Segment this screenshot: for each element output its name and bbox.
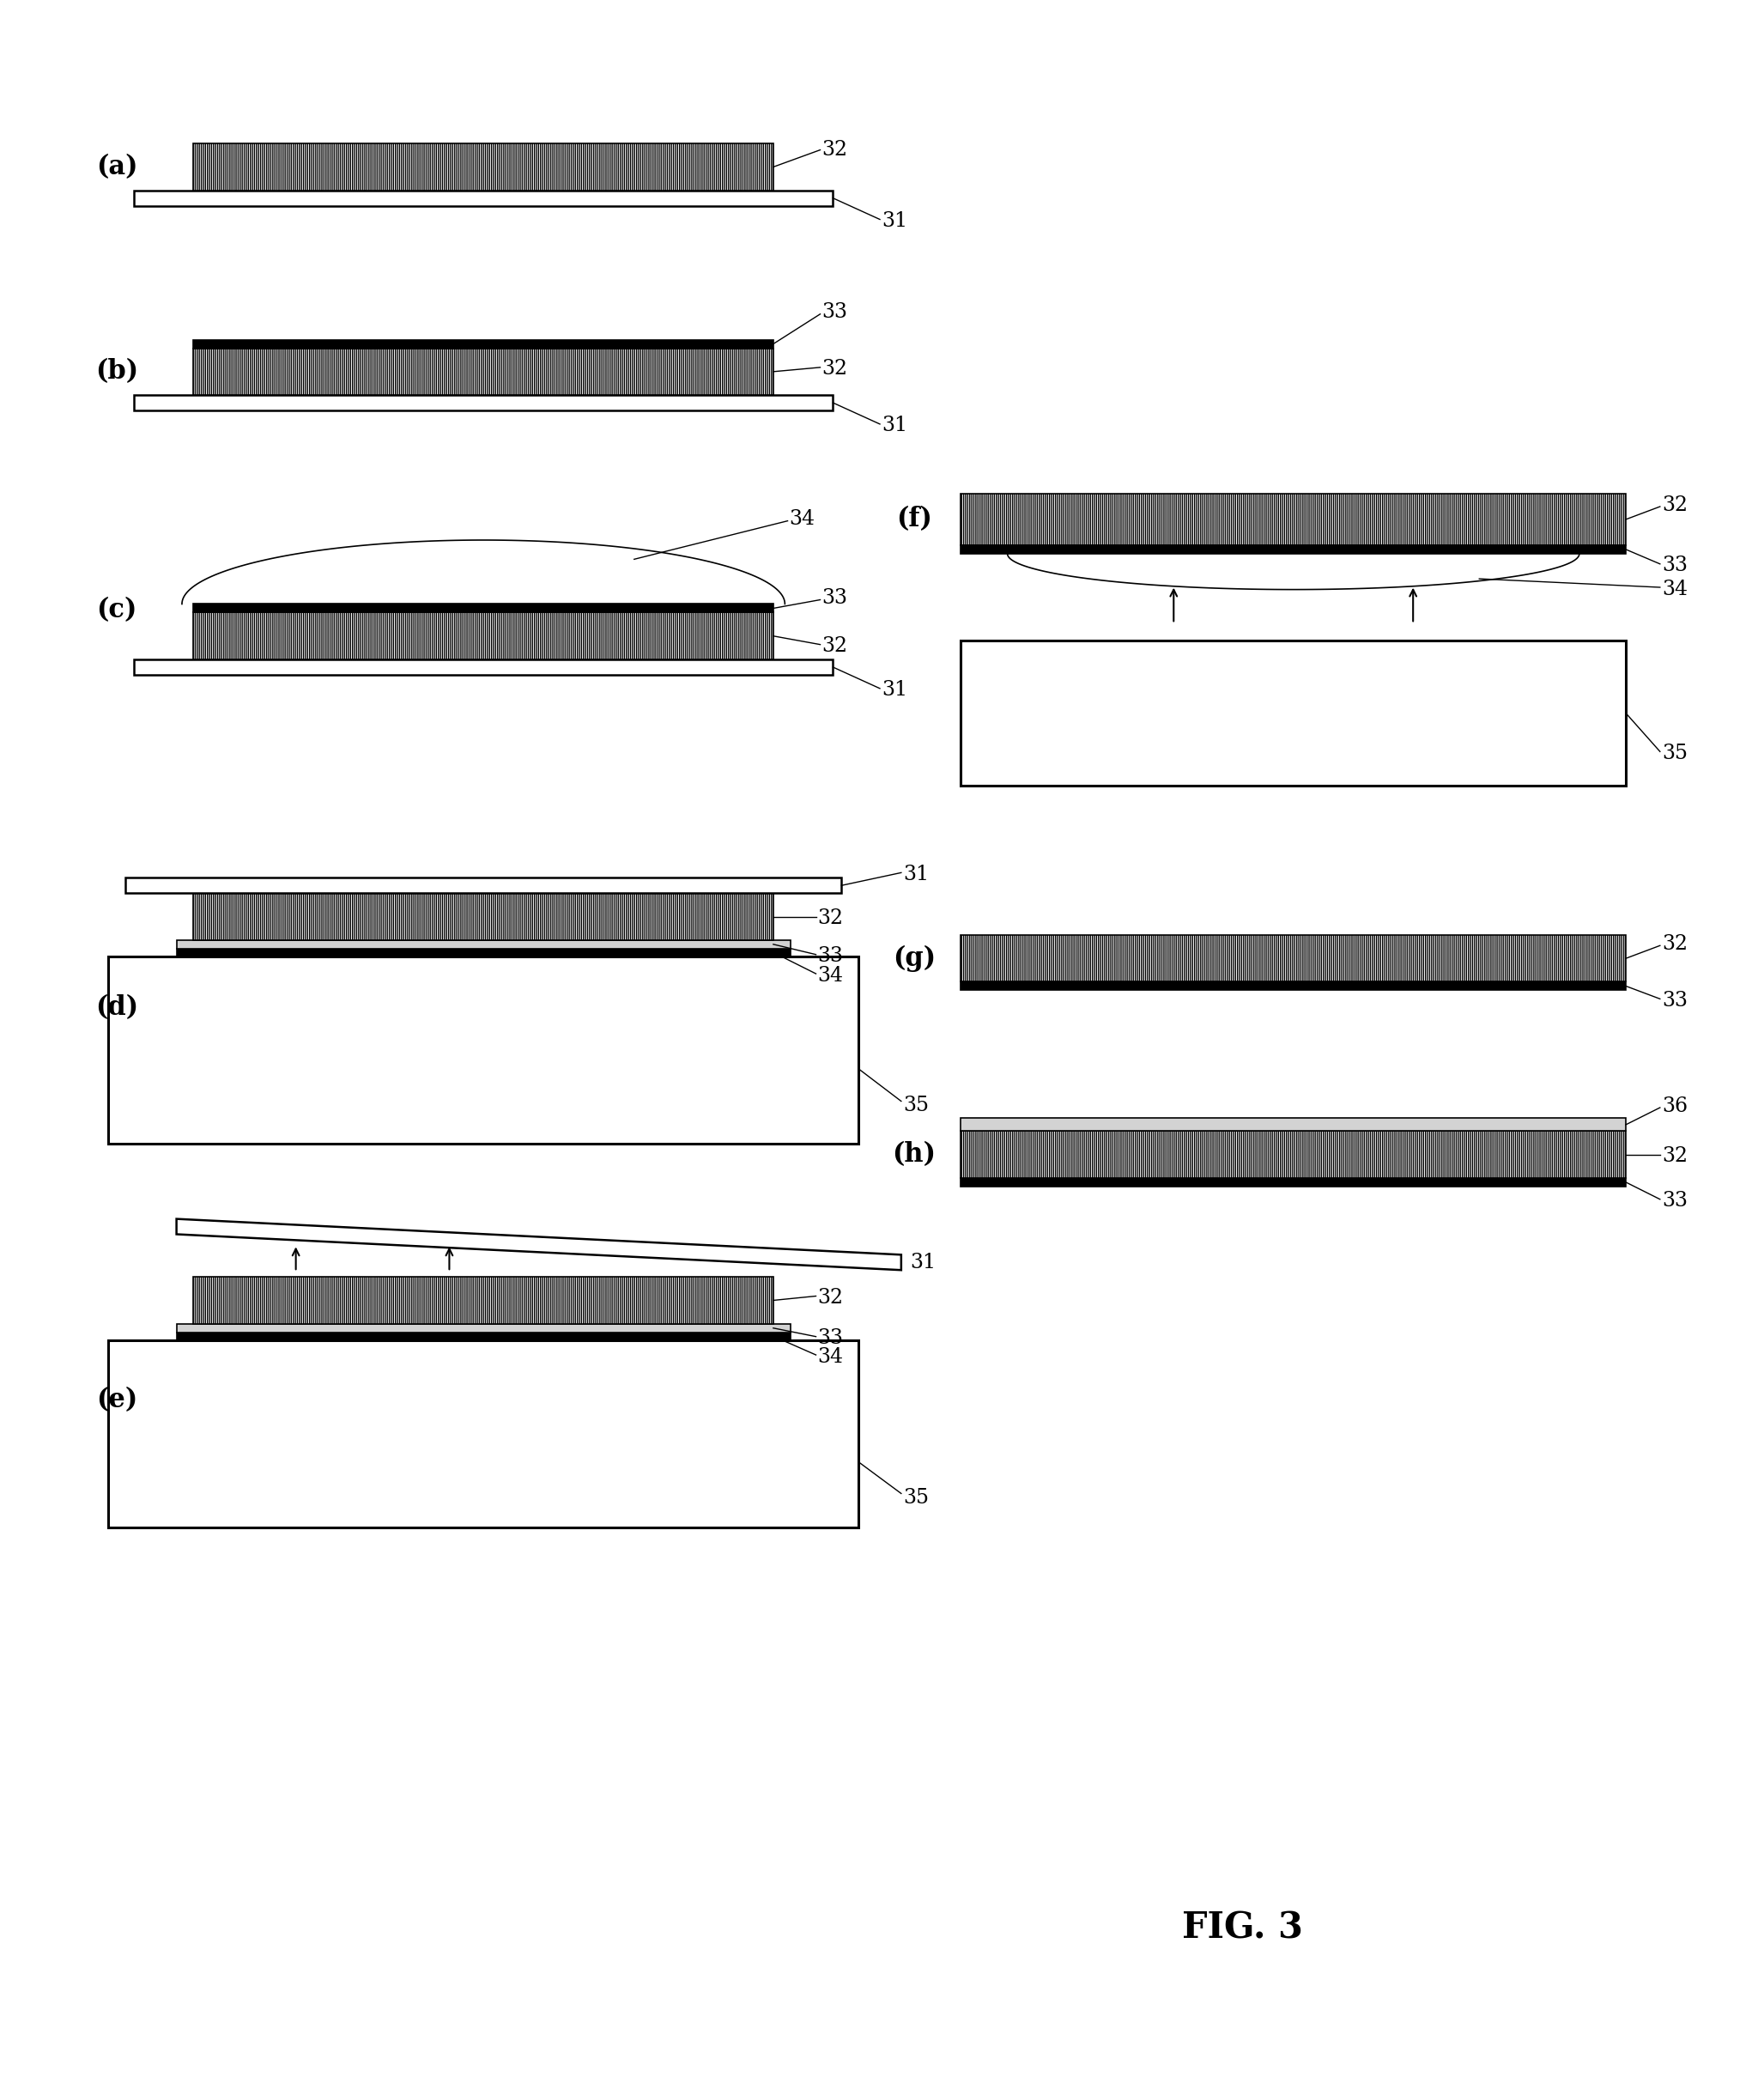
Text: 32: 32	[1662, 934, 1688, 955]
Text: 31: 31	[903, 865, 930, 884]
Text: 36: 36	[1662, 1097, 1688, 1116]
Text: (e): (e)	[95, 1387, 138, 1412]
Bar	[961, 1130, 1626, 1178]
Bar	[134, 190, 833, 205]
Text: 33: 33	[1662, 1191, 1688, 1212]
Text: 34: 34	[818, 1347, 843, 1366]
Text: 31: 31	[882, 681, 907, 700]
Text: (f): (f)	[896, 506, 931, 533]
Bar	[176, 1333, 790, 1339]
Bar	[194, 612, 773, 660]
Text: 32: 32	[818, 909, 843, 928]
Text: (c): (c)	[97, 597, 138, 625]
Bar	[961, 936, 1626, 982]
Polygon shape	[176, 1218, 901, 1270]
Bar	[108, 957, 859, 1145]
Text: (a): (a)	[95, 155, 138, 180]
Bar	[108, 1339, 859, 1527]
Bar	[961, 641, 1626, 785]
Text: FIG. 3: FIG. 3	[1182, 1911, 1302, 1947]
Bar	[961, 545, 1626, 554]
Bar	[194, 341, 773, 349]
Text: 33: 33	[1662, 990, 1688, 1011]
Text: 32: 32	[1662, 1147, 1688, 1166]
Bar	[176, 940, 790, 948]
Bar	[176, 948, 790, 957]
Text: (b): (b)	[95, 359, 138, 384]
Text: 32: 32	[818, 1289, 843, 1308]
Bar	[961, 1118, 1626, 1130]
Bar	[125, 877, 841, 894]
Bar	[176, 1324, 790, 1333]
Text: 33: 33	[822, 589, 848, 608]
Text: 32: 32	[822, 359, 848, 378]
Text: 33: 33	[1662, 556, 1688, 577]
Text: 34: 34	[818, 965, 843, 986]
Text: 31: 31	[882, 416, 907, 437]
Text: 35: 35	[1662, 744, 1688, 762]
Bar	[961, 982, 1626, 990]
Text: 33: 33	[818, 946, 843, 965]
Bar	[134, 660, 833, 675]
Bar	[194, 349, 773, 395]
Text: 35: 35	[903, 1487, 928, 1508]
Text: 35: 35	[903, 1095, 928, 1116]
Text: (h): (h)	[893, 1141, 937, 1168]
Text: 32: 32	[1662, 495, 1688, 514]
Bar	[961, 493, 1626, 545]
Bar	[134, 395, 833, 409]
Text: 31: 31	[882, 211, 907, 232]
Bar	[194, 894, 773, 940]
Text: 32: 32	[822, 637, 848, 656]
Bar	[194, 144, 773, 190]
Bar	[961, 1178, 1626, 1187]
Text: 33: 33	[822, 303, 848, 322]
Bar	[194, 1276, 773, 1324]
Text: 31: 31	[910, 1253, 935, 1272]
Bar	[194, 604, 773, 612]
Text: (d): (d)	[95, 994, 138, 1022]
Text: 34: 34	[1662, 579, 1688, 600]
Text: 32: 32	[822, 140, 848, 159]
Text: 33: 33	[818, 1329, 843, 1347]
Text: 34: 34	[789, 510, 815, 529]
Text: (g): (g)	[893, 944, 935, 971]
